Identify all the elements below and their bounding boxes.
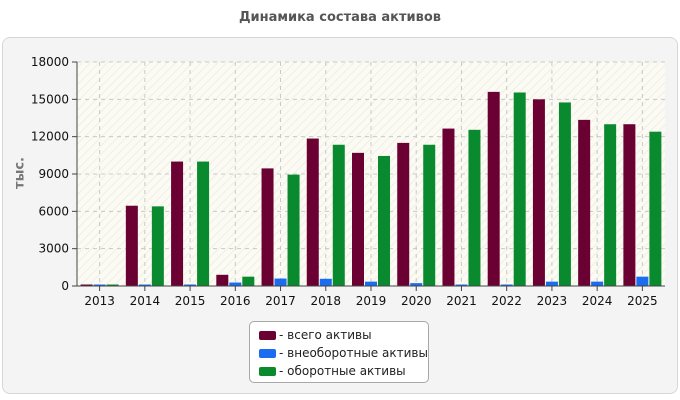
- x-tick-label: 2017: [265, 294, 296, 308]
- x-tick-label: 2021: [446, 294, 477, 308]
- legend-swatch-total-assets: [259, 330, 276, 340]
- x-tick-label: 2015: [175, 294, 206, 308]
- bar-noncurrent-assets: [410, 283, 423, 286]
- y-tick-label: 18000: [31, 55, 69, 69]
- bar-current-assets: [513, 92, 526, 286]
- chart-title: Динамика состава активов: [238, 10, 442, 25]
- legend-item-total-assets: - всего активы: [259, 326, 428, 344]
- y-tick-label: 12000: [31, 130, 69, 144]
- bar-total-assets: [487, 91, 500, 286]
- legend-item-noncurrent-assets: - внеоборотные активы: [259, 344, 428, 362]
- bar-total-assets: [216, 274, 229, 286]
- bar-current-assets: [197, 161, 210, 286]
- x-tick-label: 2016: [220, 294, 251, 308]
- bar-noncurrent-assets: [138, 284, 151, 286]
- bar-current-assets: [242, 276, 255, 286]
- bar-current-assets: [604, 124, 617, 286]
- bar-current-assets: [558, 102, 571, 286]
- chart-legend: - всего активы - внеоборотные активы - о…: [249, 321, 429, 383]
- bar-noncurrent-assets: [184, 284, 197, 286]
- bar-total-assets: [578, 119, 591, 286]
- bar-noncurrent-assets: [591, 281, 604, 286]
- bar-noncurrent-assets: [319, 278, 332, 286]
- y-tick-label: 15000: [31, 92, 69, 106]
- bar-total-assets: [397, 142, 410, 286]
- x-tick-label: 2014: [130, 294, 161, 308]
- x-tick-label: 2020: [401, 294, 432, 308]
- legend-swatch-noncurrent-assets: [259, 348, 276, 358]
- bar-current-assets: [151, 206, 164, 286]
- bar-noncurrent-assets: [500, 284, 513, 286]
- bar-current-assets: [378, 155, 390, 286]
- bar-current-assets: [332, 144, 345, 286]
- bar-total-assets: [352, 152, 364, 286]
- legend-item-current-assets: - оборотные активы: [259, 362, 428, 380]
- bar-current-assets: [287, 174, 300, 286]
- bar-total-assets: [623, 124, 636, 286]
- x-tick-label: 2023: [537, 294, 568, 308]
- x-tick-label: 2024: [582, 294, 613, 308]
- legend-label-noncurrent-assets: - внеоборотные активы: [279, 346, 428, 360]
- bar-total-assets: [171, 161, 184, 286]
- bar-current-assets: [106, 284, 119, 286]
- legend-label-total-assets: - всего активы: [279, 328, 372, 342]
- bar-current-assets: [423, 144, 436, 286]
- bar-noncurrent-assets: [229, 282, 242, 286]
- bar-current-assets: [468, 129, 481, 286]
- x-tick-label: 2013: [84, 294, 115, 308]
- bar-total-assets: [261, 168, 274, 286]
- bar-noncurrent-assets: [274, 278, 287, 286]
- bar-noncurrent-assets: [636, 276, 649, 286]
- legend-swatch-current-assets: [259, 366, 276, 376]
- bar-total-assets: [125, 205, 138, 286]
- bar-total-assets: [532, 99, 545, 286]
- x-tick-label: 2018: [310, 294, 341, 308]
- bar-total-assets: [80, 284, 93, 286]
- bar-noncurrent-assets: [365, 281, 377, 286]
- y-tick-label: 9000: [38, 167, 69, 181]
- bar-noncurrent-assets: [93, 284, 106, 286]
- y-tick-label: 3000: [38, 242, 69, 256]
- bar-current-assets: [649, 131, 662, 286]
- x-tick-label: 2022: [491, 294, 522, 308]
- legend-label-current-assets: - оборотные активы: [279, 364, 406, 378]
- y-tick-label: 6000: [38, 204, 69, 218]
- x-tick-label: 2019: [356, 294, 387, 308]
- bar-total-assets: [306, 138, 319, 286]
- bar-noncurrent-assets: [545, 281, 558, 286]
- y-tick-label: 0: [61, 279, 69, 293]
- x-tick-label: 2025: [627, 294, 658, 308]
- bar-total-assets: [442, 128, 455, 286]
- bar-noncurrent-assets: [455, 284, 468, 286]
